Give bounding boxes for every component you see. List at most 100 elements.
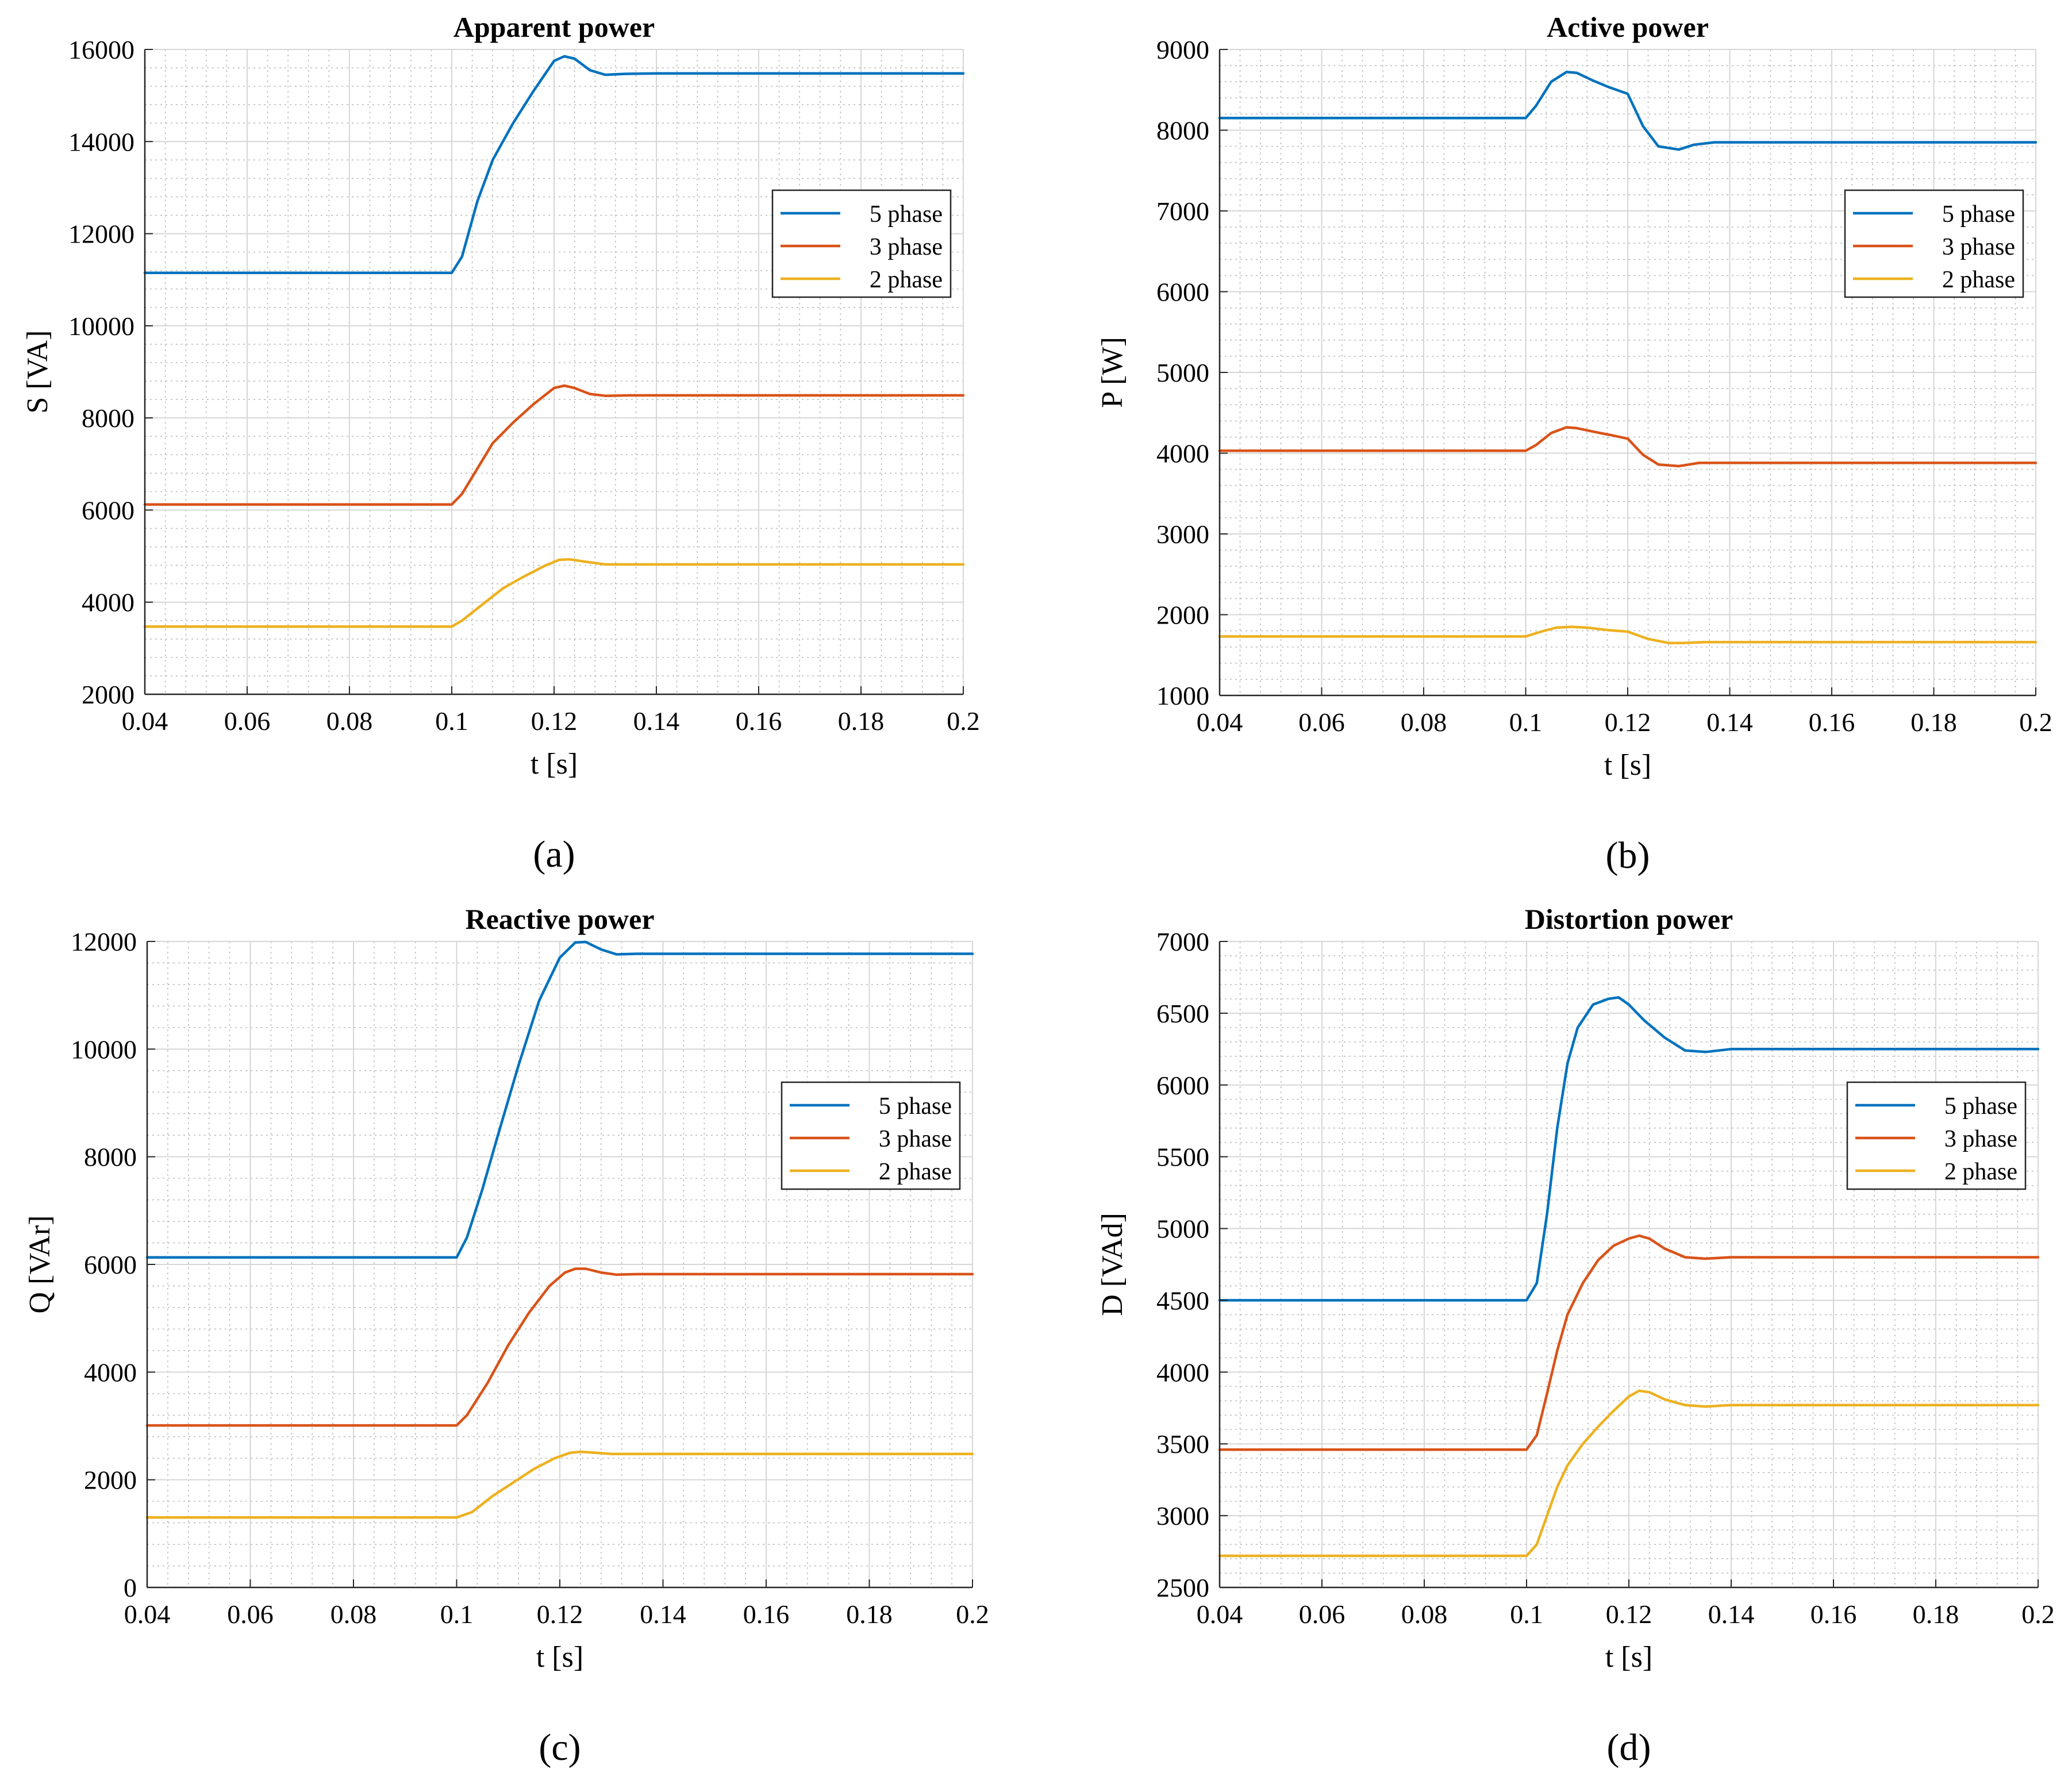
y-tick-label: 4000 — [1156, 439, 1209, 468]
y-tick-label: 4500 — [1156, 1286, 1209, 1315]
y-axis-label: Q [VAr] — [24, 1216, 56, 1314]
x-tick-label: 0.1 — [1509, 708, 1543, 737]
y-tick-label: 3500 — [1156, 1429, 1209, 1459]
y-tick-label: 2000 — [84, 1466, 137, 1495]
chart-title: Reactive power — [465, 903, 654, 935]
series-line-3-phase — [143, 384, 965, 506]
y-tick-label: 2000 — [82, 680, 134, 709]
series-line-3-phase — [1218, 1234, 2040, 1451]
x-tick-label: 0.08 — [1401, 708, 1447, 737]
y-tick-label: 6500 — [1156, 999, 1209, 1028]
x-tick-label: 0.16 — [1809, 708, 1855, 737]
y-tick-label: 3000 — [1156, 520, 1209, 549]
series-line-5-phase — [145, 940, 974, 1259]
y-tick-label: 5000 — [1156, 1214, 1209, 1244]
y-tick-label: 12000 — [68, 220, 134, 249]
x-tick-label: 0.2 — [956, 1600, 989, 1629]
legend-label: 5 phase — [1942, 201, 2015, 228]
x-tick-label: 0.18 — [838, 706, 885, 736]
chart-distortion-power: 0.04 0.06 0.08 0.1 0.12 0.14 0.16 0.18 0.2 2500 30… — [1096, 903, 2055, 1768]
y-tick-label: 6000 — [84, 1250, 137, 1279]
x-tick-label: 0.16 — [1810, 1600, 1857, 1629]
y-tick-label: 1000 — [1156, 681, 1209, 710]
y-tick-label: 7000 — [1156, 927, 1209, 956]
series-line-5-phase — [1218, 996, 2040, 1302]
x-tick-label: 0.16 — [743, 1600, 790, 1629]
legend-label: 3 phase — [870, 234, 943, 260]
y-tick-label: 4000 — [82, 588, 134, 617]
series-line-3-phase — [145, 1267, 974, 1427]
series-line-2-phase — [143, 558, 965, 628]
x-tick-label: 0.04 — [1197, 1600, 1243, 1629]
x-tick-label: 0.18 — [846, 1600, 893, 1629]
x-tick-label: 0.14 — [1708, 1600, 1755, 1629]
y-tick-label: 9000 — [1156, 35, 1209, 64]
legend-label: 3 phase — [1944, 1126, 2017, 1152]
x-tick-label: 0.1 — [440, 1600, 474, 1629]
x-tick-label: 0.14 — [640, 1600, 686, 1629]
y-tick-label: 8000 — [82, 403, 134, 433]
y-tick-label: 8000 — [84, 1143, 137, 1172]
chart-reactive-power: 0.04 0.06 0.08 0.1 0.12 0.14 0.16 0.18 0.2 0 2000 4… — [24, 903, 989, 1768]
x-tick-label: 0.06 — [1298, 708, 1345, 737]
panel-b: 0.04 0.06 0.08 0.1 0.12 0.14 0.16 0.18 0.2 1000 20… — [1035, 0, 2069, 894]
x-tick-label: 0.2 — [2019, 708, 2052, 737]
y-tick-label: 2000 — [1156, 601, 1209, 630]
legend-label: 5 phase — [1944, 1093, 2017, 1120]
panel-d: 0.04 0.06 0.08 0.1 0.12 0.14 0.16 0.18 0.2 2500 30… — [1035, 891, 2069, 1784]
legend-label: 2 phase — [1944, 1159, 2017, 1185]
panel-caption: (a) — [533, 833, 575, 875]
y-tick-label: 12000 — [71, 927, 137, 956]
x-tick-label: 0.2 — [2021, 1600, 2055, 1629]
panel-caption: (d) — [1607, 1727, 1651, 1768]
x-tick-label: 0.08 — [326, 706, 373, 736]
y-tick-label: 8000 — [1156, 116, 1209, 145]
x-tick-label: 0.12 — [531, 706, 578, 736]
x-tick-label: 0.1 — [1510, 1600, 1543, 1629]
y-axis-label: S [VA] — [21, 330, 54, 414]
x-tick-label: 0.2 — [947, 706, 980, 736]
x-tick-label: 0.1 — [435, 706, 468, 736]
x-tick-label: 0.08 — [1401, 1600, 1448, 1629]
y-tick-label: 6000 — [82, 495, 134, 525]
legend-label: 2 phase — [870, 267, 943, 293]
legend-label: 3 phase — [1942, 234, 2015, 260]
panel-a: 0.04 0.06 0.08 0.1 0.12 0.14 0.16 0.18 0.2 2000 40… — [0, 0, 1035, 894]
x-axis-label: t [s] — [531, 748, 578, 780]
y-tick-label: 4000 — [84, 1358, 137, 1387]
series-line-2-phase — [1218, 625, 2038, 644]
x-tick-label: 0.06 — [224, 706, 271, 736]
y-tick-label: 0 — [124, 1573, 137, 1602]
series-line-5-phase — [1218, 71, 2038, 151]
x-tick-label: 0.06 — [1299, 1600, 1346, 1629]
legend-label: 5 phase — [879, 1093, 952, 1120]
x-tick-label: 0.16 — [736, 706, 782, 736]
x-tick-label: 0.04 — [122, 706, 168, 736]
series-line-3-phase — [1218, 426, 2038, 468]
y-tick-label: 6000 — [1156, 1071, 1209, 1100]
chart-title: Apparent power — [453, 11, 655, 43]
y-tick-label: 5500 — [1156, 1143, 1209, 1172]
x-tick-label: 0.18 — [1913, 1600, 1959, 1629]
panel-caption: (b) — [1606, 835, 1650, 876]
legend-label: 3 phase — [879, 1126, 952, 1152]
legend-label: 2 phase — [879, 1159, 952, 1185]
chart-apparent-power: 0.04 0.06 0.08 0.1 0.12 0.14 0.16 0.18 0.2 2000 40… — [21, 11, 980, 875]
y-tick-label: 14000 — [68, 127, 134, 156]
y-tick-label: 16000 — [68, 35, 134, 64]
x-tick-label: 0.14 — [633, 706, 680, 736]
y-tick-label: 4000 — [1156, 1358, 1209, 1387]
x-axis-label: t [s] — [1604, 749, 1651, 782]
x-axis-label: t [s] — [1605, 1641, 1652, 1674]
y-tick-label: 7000 — [1156, 197, 1209, 226]
x-tick-label: 0.04 — [1197, 708, 1243, 737]
x-tick-label: 0.08 — [330, 1600, 377, 1629]
legend-label: 5 phase — [870, 201, 943, 228]
series-line-2-phase — [145, 1450, 974, 1519]
y-tick-label: 2500 — [1156, 1573, 1209, 1602]
series-line-2-phase — [1218, 1389, 2040, 1558]
y-tick-label: 10000 — [71, 1035, 137, 1064]
series-line-5-phase — [143, 55, 965, 274]
x-tick-label: 0.06 — [227, 1600, 274, 1629]
y-tick-label: 6000 — [1156, 278, 1209, 307]
